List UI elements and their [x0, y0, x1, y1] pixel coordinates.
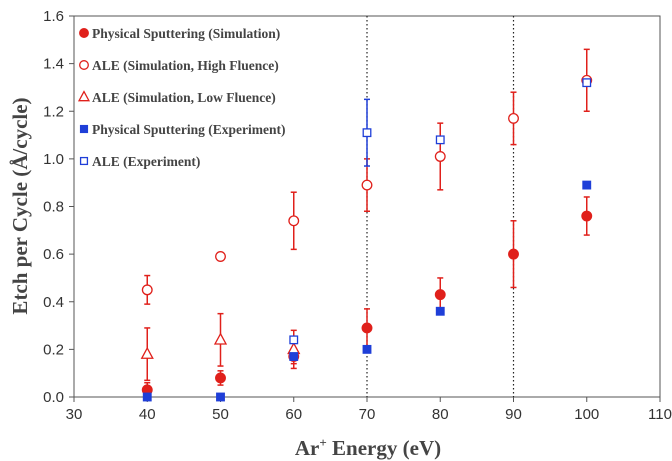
legend-label: ALE (Experiment) [92, 154, 200, 169]
legend-label: Physical Sputtering (Simulation) [92, 26, 280, 41]
data-point-series-4 [435, 306, 445, 316]
data-point-series-4 [582, 180, 592, 190]
y-tick-label: 0.2 [43, 341, 64, 358]
data-point-series-4 [216, 392, 225, 402]
x-tick-label: 30 [66, 406, 83, 423]
x-tick-label: 60 [285, 406, 302, 423]
y-tick-label: 0.6 [43, 246, 64, 263]
x-axis-ticks: 30 40 50 60 70 80 90 100 110 [66, 397, 672, 423]
data-point-series-1 [434, 289, 446, 301]
legend: Physical Sputtering (Simulation) ALE (Sim… [77, 26, 286, 169]
y-axis-ticks: 0.0 0.2 0.4 0.6 0.8 1.0 1.2 1.4 1.6 [43, 8, 74, 406]
y-tick-label: 1.4 [43, 56, 64, 73]
x-tick-label: 100 [574, 406, 599, 423]
data-point-series-3 [213, 332, 228, 345]
x-tick-label: 50 [212, 406, 229, 423]
y-tick-label: 0.8 [43, 199, 64, 216]
data-markers [140, 74, 593, 402]
legend-label: ALE (Simulation, Low Fluence) [92, 90, 276, 105]
x-tick-label: 90 [505, 406, 522, 423]
data-point-series-2 [508, 112, 519, 124]
y-tick-label: 1.0 [43, 151, 64, 168]
data-point-series-1 [581, 210, 593, 222]
x-tick-label: 70 [359, 406, 376, 423]
reference-lines [366, 16, 515, 397]
y-tick-label: 1.6 [43, 8, 64, 25]
data-point-series-2 [288, 215, 300, 227]
legend-marker [79, 60, 89, 70]
x-axis-title: Ar+ Energy (eV) [295, 435, 441, 460]
data-point-series-4 [362, 344, 372, 354]
legend-marker [77, 90, 91, 102]
data-point-series-1 [508, 248, 519, 260]
data-point-series-5 [362, 128, 372, 138]
legend-label: Physical Sputtering (Experiment) [92, 122, 286, 137]
data-point-series-4 [289, 352, 299, 361]
data-point-series-2 [361, 179, 373, 191]
data-point-series-2 [141, 284, 153, 296]
legend-marker [79, 156, 89, 166]
data-point-series-3 [140, 346, 154, 359]
legend-label: ALE (Simulation, High Fluence) [92, 58, 279, 73]
x-tick-label: 110 [648, 406, 672, 423]
data-point-series-1 [361, 322, 373, 334]
data-point-series-2 [434, 151, 446, 162]
x-tick-label: 80 [432, 406, 449, 423]
y-tick-label: 0.0 [43, 389, 64, 406]
y-axis-title: Etch per Cycle (Å/cycle) [8, 97, 32, 314]
y-tick-label: 1.2 [43, 103, 64, 120]
data-point-series-5 [582, 78, 592, 88]
x-tick-label: 40 [139, 406, 156, 423]
data-point-series-2 [215, 251, 226, 262]
legend-marker [79, 28, 89, 38]
data-point-series-5 [435, 135, 445, 145]
data-point-series-3 [287, 341, 301, 355]
data-point-series-5 [289, 335, 299, 345]
data-point-series-1 [215, 372, 226, 384]
data-point-series-4 [142, 392, 152, 402]
y-tick-label: 0.4 [43, 294, 64, 311]
legend-marker [79, 124, 89, 134]
